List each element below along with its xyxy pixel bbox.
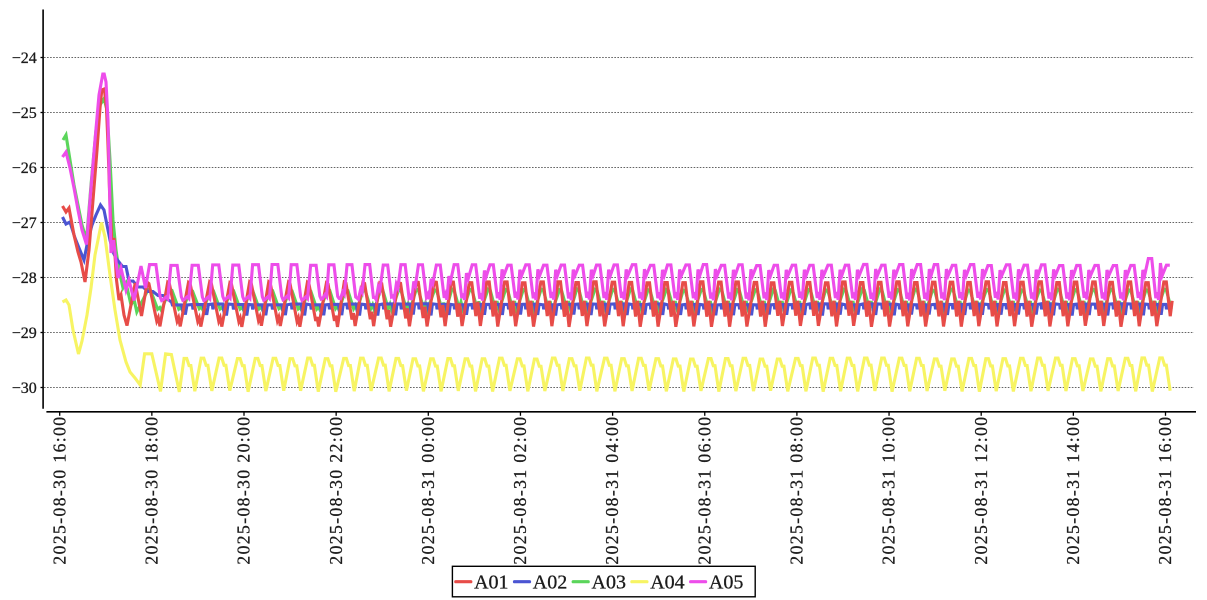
svg-text:2025-08-30 18:00: 2025-08-30 18:00 — [141, 416, 161, 565]
svg-text:A02: A02 — [533, 572, 567, 594]
svg-text:2025-08-31 00:00: 2025-08-31 00:00 — [418, 416, 438, 565]
svg-text:2025-08-31 02:00: 2025-08-31 02:00 — [510, 416, 530, 565]
svg-text:A03: A03 — [592, 572, 626, 594]
svg-text:−29: −29 — [12, 325, 37, 342]
svg-text:−28: −28 — [12, 270, 37, 287]
svg-text:−26: −26 — [12, 160, 37, 177]
svg-text:−30: −30 — [12, 380, 37, 397]
svg-text:2025-08-31 04:00: 2025-08-31 04:00 — [602, 416, 622, 565]
svg-text:2025-08-31 12:00: 2025-08-31 12:00 — [971, 416, 991, 565]
svg-text:2025-08-31 10:00: 2025-08-31 10:00 — [879, 416, 899, 565]
svg-text:A05: A05 — [709, 572, 743, 594]
svg-text:A04: A04 — [650, 572, 684, 594]
svg-text:2025-08-31 06:00: 2025-08-31 06:00 — [694, 416, 714, 565]
svg-text:2025-08-31 14:00: 2025-08-31 14:00 — [1063, 416, 1083, 565]
svg-text:−24: −24 — [12, 50, 37, 67]
svg-text:A01: A01 — [474, 572, 508, 594]
svg-text:−25: −25 — [12, 105, 37, 122]
svg-text:2025-08-31 08:00: 2025-08-31 08:00 — [787, 416, 807, 565]
svg-text:2025-08-31 16:00: 2025-08-31 16:00 — [1155, 416, 1175, 565]
svg-text:2025-08-30 22:00: 2025-08-30 22:00 — [326, 416, 346, 565]
svg-text:2025-08-30 20:00: 2025-08-30 20:00 — [234, 416, 254, 565]
svg-text:2025-08-30 16:00: 2025-08-30 16:00 — [49, 416, 69, 565]
svg-text:−27: −27 — [12, 215, 37, 232]
